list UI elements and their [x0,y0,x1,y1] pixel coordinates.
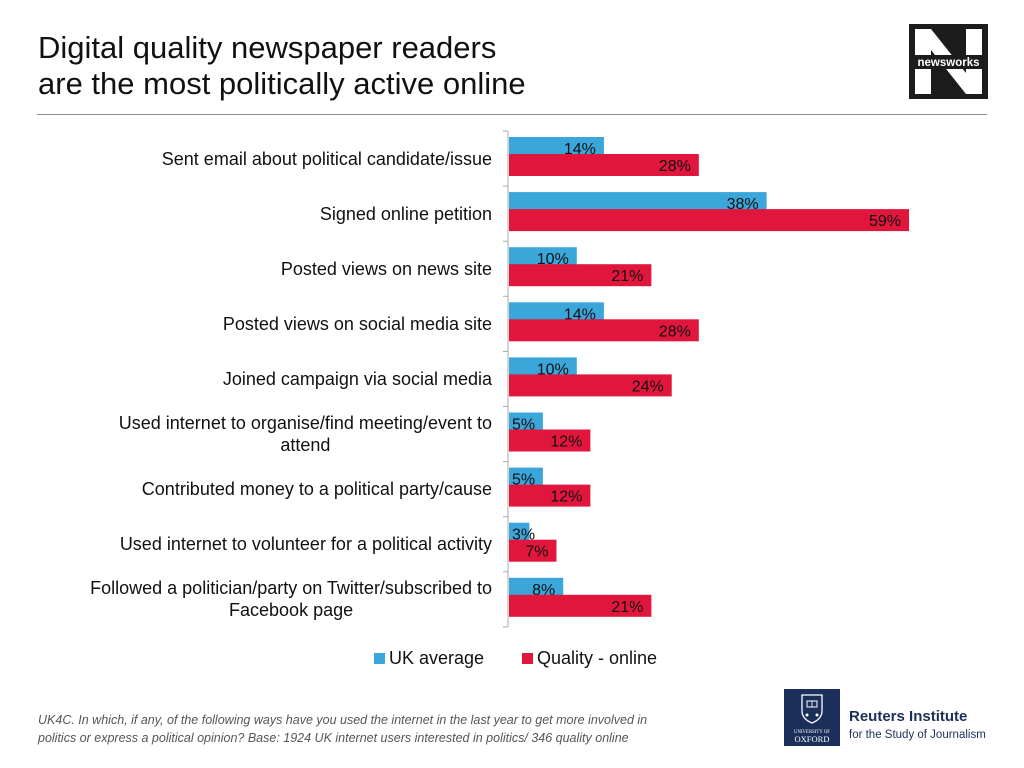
bar-quality-online [509,429,591,452]
data-label-quality-online: 28% [659,158,691,175]
category-label: Used internet to volunteer for a politic… [30,517,492,572]
oxford-line-1: UNIVERSITY OF [794,730,830,735]
category-label-line: Sent email about political candidate/iss… [161,148,492,169]
chart-legend: UK average Quality - online [0,648,1024,670]
data-label-quality-online: 7% [525,544,548,561]
bar-uk-average [509,137,604,159]
legend-swatch-quality-online [522,653,533,664]
category-label-line: attend [280,435,331,456]
data-label-uk-average: 5% [512,472,535,489]
data-label-uk-average: 14% [564,141,596,158]
bar-uk-average [509,522,530,545]
newsworks-logo: newsworks [909,24,988,99]
category-label: Contributed money to a political party/c… [30,462,492,517]
bar-uk-average [509,192,767,215]
bar-quality-online [509,264,652,287]
bar-quality-online [509,209,910,232]
data-label-quality-online: 24% [632,378,664,395]
bar-quality-online [509,594,652,617]
category-label: Signed online petition [30,186,492,241]
bar-quality-online [509,154,699,176]
category-label: Joined campaign via social media [30,351,492,406]
title-divider [37,114,987,115]
bar-quality-online [509,484,591,507]
category-label: Posted views on news site [30,241,492,296]
bar-quality-online [509,374,672,397]
footnote-line-2: politics or express a political opinion?… [38,731,629,745]
oxford-line-2: OXFORD [795,734,830,744]
page-title: Digital quality newspaper readers are th… [38,30,738,102]
newsworks-wordmark: newsworks [918,57,980,69]
category-label-line: Posted views on social media site [222,313,492,334]
category-label: Posted views on social media site [30,296,492,351]
legend-label-uk-average: UK average [389,648,485,668]
footnote: UK4C. In which, if any, of the following… [38,711,758,747]
data-label-quality-online: 59% [869,213,901,230]
reuters-institute-name: Reuters Institute [849,708,968,725]
category-label-line: Signed online petition [319,203,492,224]
data-label-uk-average: 10% [537,251,569,268]
category-label-line: Used internet to volunteer for a politic… [119,534,492,555]
bar-uk-average [509,412,543,435]
bar-uk-average [509,467,543,490]
category-label-line: Joined campaign via social media [222,368,492,389]
data-label-uk-average: 10% [537,361,569,378]
category-label: Followed a politician/party on Twitter/s… [30,572,492,627]
bar-chart: 14% 38% 10% 14% 10% 5% 5% 3% 8% 28% 59% 21% 28% 24% 12… [503,130,910,628]
data-label-quality-online: 12% [550,434,582,451]
legend-item-uk-average: UK average [374,648,484,669]
category-label-line: Facebook page [229,600,354,621]
oxford-crest-icon [801,694,823,724]
legend-swatch-uk-average [374,653,385,664]
category-label: Sent email about political candidate/iss… [30,131,492,186]
legend-label-quality-online: Quality - online [537,648,658,668]
category-label-line: Contributed money to a political party/c… [141,479,492,500]
data-label-uk-average: 38% [727,196,759,213]
bar-uk-average [509,357,577,380]
reuters-institute-logo: Reuters Institute for the Study of Journ… [849,707,1019,743]
category-label-line: Used internet to organise/find meeting/e… [118,413,492,434]
legend-item-quality-online: Quality - online [522,648,657,669]
category-label: Used internet to organise/find meeting/e… [30,407,492,462]
data-label-quality-online: 12% [550,489,582,506]
bar-quality-online [509,539,557,562]
data-label-uk-average: 14% [564,306,596,323]
data-label-quality-online: 21% [611,599,643,616]
data-label-uk-average: 8% [532,582,555,599]
footnote-line-1: UK4C. In which, if any, of the following… [38,713,648,727]
bar-uk-average [509,302,604,325]
category-label-line: Posted views on news site [280,258,492,279]
category-label-line: Followed a politician/party on Twitter/s… [90,578,492,599]
bar-uk-average [509,577,564,600]
bar-uk-average [509,247,577,270]
title-line-2: are the most politically active online [38,66,526,101]
data-label-quality-online: 21% [611,268,643,285]
data-label-uk-average: 3% [512,527,535,544]
reuters-institute-subtitle: for the Study of Journalism [849,729,986,741]
title-line-1: Digital quality newspaper readers [38,30,497,65]
oxford-university-logo: UNIVERSITY OF OXFORD [784,689,840,746]
data-label-quality-online: 28% [659,323,691,340]
data-label-uk-average: 5% [512,417,535,434]
bar-quality-online [509,319,699,342]
